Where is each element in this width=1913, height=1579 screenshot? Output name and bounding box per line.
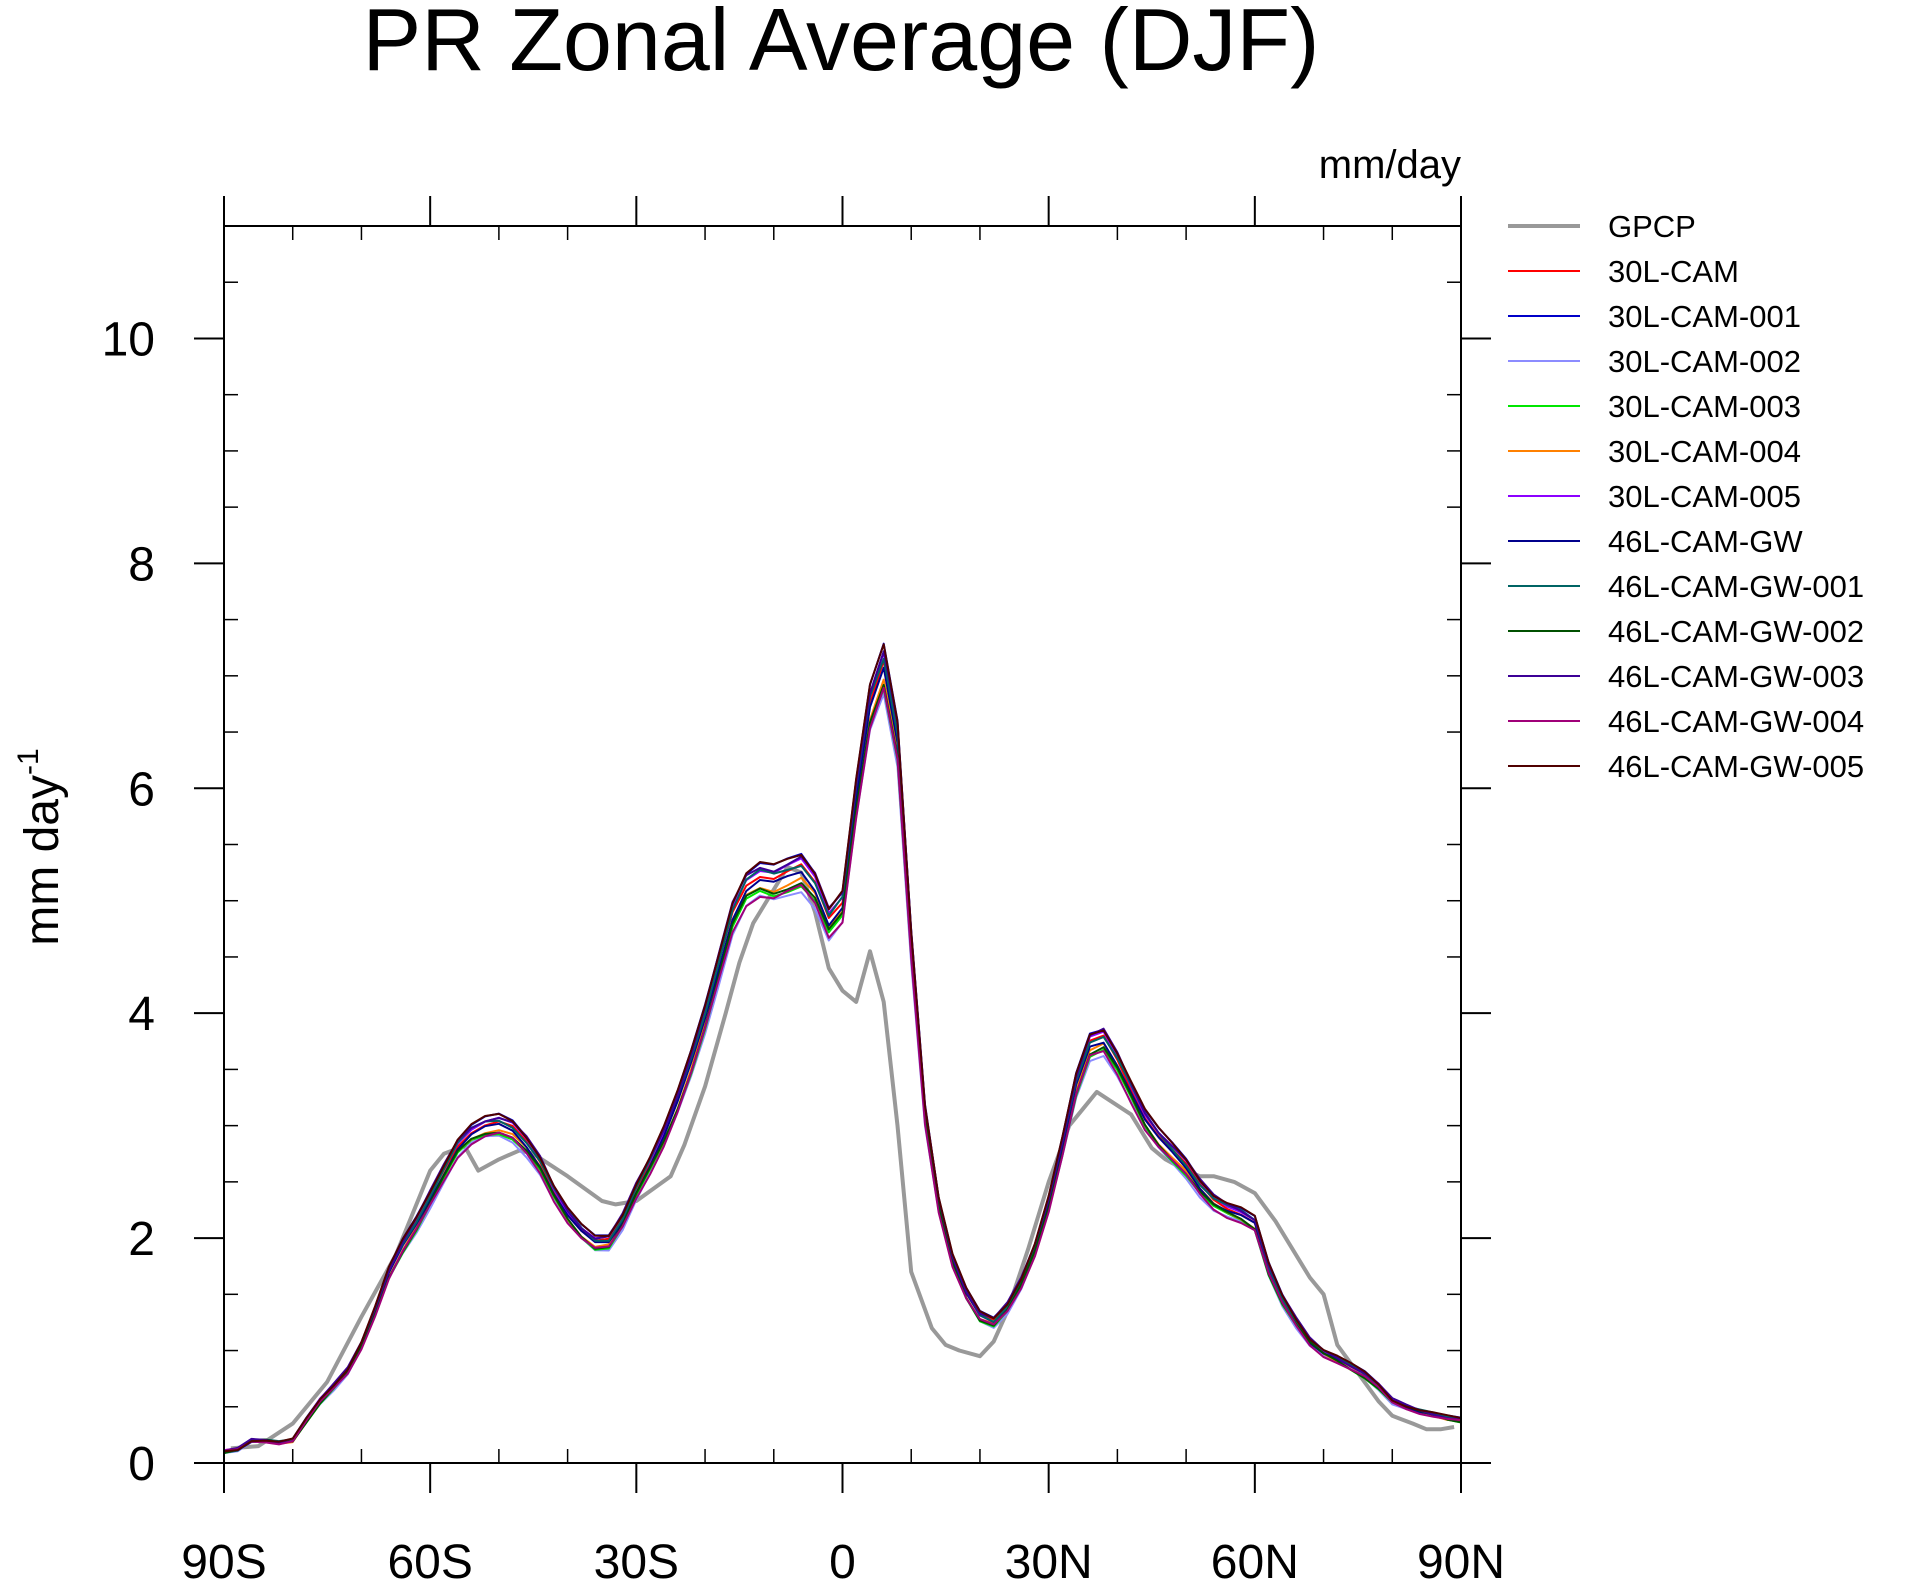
y-tick-label: 8 (128, 538, 155, 591)
legend-label: 30L-CAM-004 (1608, 434, 1801, 469)
series-line-30l-cam (223, 659, 1462, 1452)
legend-label: 30L-CAM-003 (1608, 389, 1801, 424)
x-tick-label: 60N (1211, 1536, 1299, 1579)
x-tick-label: 30N (1005, 1536, 1093, 1579)
series-line-46l-cam-gw-005 (223, 643, 1462, 1453)
legend-label: 46L-CAM-GW-004 (1608, 704, 1864, 739)
y-axis-label-text: mm day (16, 775, 69, 946)
chart-title: PR Zonal Average (DJF) (363, 0, 1320, 89)
y-tick-label: 2 (128, 1213, 155, 1266)
plot-area: 90S 60S 30S 0 30N 60N 90N 0 2 4 6 8 10 (102, 196, 1505, 1579)
legend-label: 46L-CAM-GW-001 (1608, 569, 1864, 604)
legend: GPCP 30L-CAM 30L-CAM-001 30L-CAM-002 30L-CAM… (1508, 209, 1864, 784)
x-tick-label: 90N (1417, 1536, 1505, 1579)
y-axis-label: mm day-1 (12, 748, 69, 945)
y-tick-label: 0 (128, 1438, 155, 1491)
x-axis: 90S 60S 30S 0 30N 60N 90N (181, 196, 1505, 1579)
legend-label: 46L-CAM-GW-003 (1608, 659, 1864, 694)
y-axis-label-exponent: -1 (12, 748, 45, 775)
series-line-gpcp (230, 865, 1455, 1451)
y-tick-label: 6 (128, 763, 155, 816)
series-line-30l-cam-003 (223, 687, 1462, 1455)
legend-label: 30L-CAM-002 (1608, 344, 1801, 379)
x-tick-label: 90S (181, 1536, 266, 1579)
x-tick-label: 30S (594, 1536, 679, 1579)
series-line-46l-cam-gw-004 (223, 686, 1462, 1452)
legend-label: 46L-CAM-GW-002 (1608, 614, 1864, 649)
series-line-46l-cam-gw (223, 666, 1462, 1453)
series-line-30l-cam-004 (223, 678, 1462, 1453)
x-tick-label: 0 (829, 1536, 856, 1579)
series-line-46l-cam-gw-002 (223, 683, 1462, 1454)
units-label: mm/day (1319, 143, 1461, 187)
y-tick-label: 4 (128, 988, 155, 1041)
y-axis: 0 2 4 6 8 10 (102, 281, 1491, 1491)
series-line-46l-cam-gw-003 (223, 650, 1462, 1452)
series-layer (223, 642, 1462, 1455)
series-line-46l-cam-gw-001 (223, 657, 1462, 1454)
legend-label: 46L-CAM-GW-005 (1608, 749, 1864, 784)
legend-label: 46L-CAM-GW (1608, 524, 1803, 559)
legend-label: 30L-CAM (1608, 254, 1739, 289)
x-tick-label: 60S (387, 1536, 472, 1579)
series-line-30l-cam-001 (223, 642, 1462, 1452)
legend-label: 30L-CAM-005 (1608, 479, 1801, 514)
y-tick-label: 10 (102, 313, 155, 366)
series-line-30l-cam-002 (223, 692, 1462, 1454)
legend-label: 30L-CAM-001 (1608, 299, 1801, 334)
series-line-30l-cam-005 (223, 651, 1462, 1452)
legend-label: GPCP (1608, 209, 1696, 244)
